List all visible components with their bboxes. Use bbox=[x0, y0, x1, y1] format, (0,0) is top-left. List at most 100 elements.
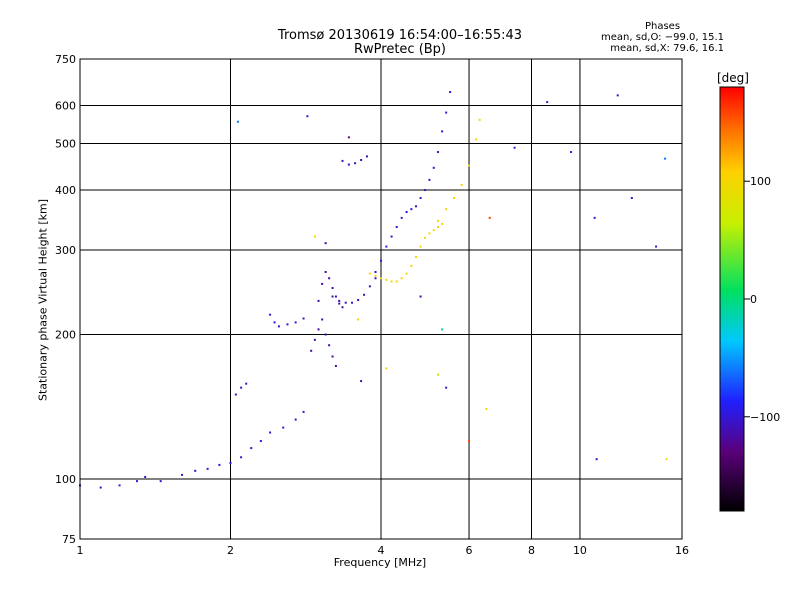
data-point bbox=[313, 235, 316, 238]
colorbar-ticks: 100 0 −100 bbox=[744, 175, 780, 424]
data-point bbox=[135, 480, 138, 483]
x-tick-label: 6 bbox=[466, 544, 473, 557]
colorbar-tick-label: −100 bbox=[750, 411, 780, 424]
data-point bbox=[570, 151, 573, 154]
data-point bbox=[374, 270, 377, 273]
data-point bbox=[269, 431, 272, 434]
data-point bbox=[449, 91, 452, 94]
data-point bbox=[334, 295, 337, 298]
data-point bbox=[436, 151, 439, 154]
colorbar-tick-label: 100 bbox=[750, 175, 771, 188]
data-point bbox=[331, 355, 334, 358]
data-point bbox=[259, 440, 262, 443]
y-tick-label: 100 bbox=[55, 473, 76, 486]
data-point bbox=[306, 115, 309, 118]
data-point bbox=[395, 226, 398, 229]
data-point bbox=[428, 232, 431, 235]
data-point bbox=[488, 216, 491, 219]
data-point bbox=[419, 197, 422, 200]
colorbar-label: [deg] bbox=[717, 71, 749, 85]
data-point bbox=[181, 473, 184, 476]
y-tick-label: 200 bbox=[55, 329, 76, 342]
data-point bbox=[313, 338, 316, 341]
data-point bbox=[236, 120, 239, 123]
data-point bbox=[341, 306, 344, 309]
data-point bbox=[324, 270, 327, 273]
plot-frame bbox=[79, 58, 683, 540]
data-point bbox=[331, 287, 334, 290]
data-point bbox=[206, 467, 209, 470]
x-tick-label: 2 bbox=[227, 544, 234, 557]
data-point bbox=[240, 386, 243, 389]
data-point bbox=[478, 118, 481, 121]
data-point bbox=[445, 208, 448, 211]
data-point bbox=[357, 299, 360, 302]
y-tick-label: 300 bbox=[55, 244, 76, 257]
data-point bbox=[400, 277, 403, 280]
y-tick-label: 500 bbox=[55, 138, 76, 151]
data-point bbox=[441, 130, 444, 133]
data-point bbox=[436, 219, 439, 222]
data-point bbox=[664, 157, 667, 160]
colorbar bbox=[720, 87, 744, 511]
x-tick-label: 4 bbox=[378, 544, 385, 557]
data-point bbox=[229, 461, 232, 464]
data-point bbox=[341, 159, 344, 162]
data-point bbox=[328, 344, 331, 347]
data-point bbox=[419, 245, 422, 248]
data-point bbox=[380, 259, 382, 262]
data-point bbox=[324, 333, 327, 336]
data-point bbox=[374, 277, 377, 280]
data-point bbox=[593, 216, 596, 219]
data-points bbox=[79, 91, 668, 489]
data-point bbox=[428, 178, 431, 181]
data-point bbox=[317, 299, 320, 302]
data-point bbox=[360, 380, 363, 383]
data-point bbox=[630, 197, 633, 200]
chart-title: Tromsø 20130619 16:54:00–16:55:43 bbox=[277, 28, 523, 43]
data-point bbox=[334, 364, 337, 367]
data-point bbox=[415, 256, 418, 259]
data-point bbox=[385, 367, 388, 370]
data-point bbox=[405, 211, 408, 214]
data-point bbox=[468, 440, 471, 443]
data-point bbox=[546, 101, 549, 104]
data-point bbox=[282, 426, 285, 429]
data-point bbox=[468, 164, 471, 167]
x-axis-label: Frequency [MHz] bbox=[333, 556, 427, 569]
data-point bbox=[277, 325, 280, 328]
data-point bbox=[240, 456, 243, 459]
data-point bbox=[269, 313, 272, 316]
x-tick-label: 1 bbox=[77, 544, 84, 557]
data-point bbox=[245, 382, 248, 385]
x-tick-label: 8 bbox=[528, 544, 535, 557]
data-point bbox=[324, 242, 327, 245]
y-tick-label: 400 bbox=[55, 184, 76, 197]
data-point bbox=[286, 323, 289, 326]
data-point bbox=[321, 318, 324, 321]
data-point bbox=[616, 94, 619, 97]
data-point bbox=[424, 236, 427, 239]
data-point bbox=[665, 458, 668, 461]
y-tick-label: 75 bbox=[62, 533, 76, 546]
data-point bbox=[368, 285, 371, 288]
data-point bbox=[310, 349, 313, 352]
data-point bbox=[144, 475, 147, 478]
data-point bbox=[390, 235, 393, 238]
data-point bbox=[475, 138, 478, 141]
data-point bbox=[410, 208, 413, 211]
data-point bbox=[415, 205, 418, 208]
data-point bbox=[118, 484, 121, 487]
data-point bbox=[445, 111, 448, 114]
y-axis-label: Stationary phase Virtual Height [km] bbox=[36, 198, 50, 402]
chart-subtitle: RwPretec (Bp) bbox=[353, 42, 447, 57]
colorbar-tick-label: 0 bbox=[750, 293, 757, 306]
data-point bbox=[385, 278, 388, 281]
data-point bbox=[368, 272, 371, 275]
data-point bbox=[374, 274, 377, 277]
data-point bbox=[351, 301, 354, 304]
data-point bbox=[453, 197, 456, 200]
data-point bbox=[441, 222, 444, 225]
axis-ticks: 1 2 4 6 16 8 10 75 100 200 300 400 500 600 750 bbox=[55, 53, 689, 557]
